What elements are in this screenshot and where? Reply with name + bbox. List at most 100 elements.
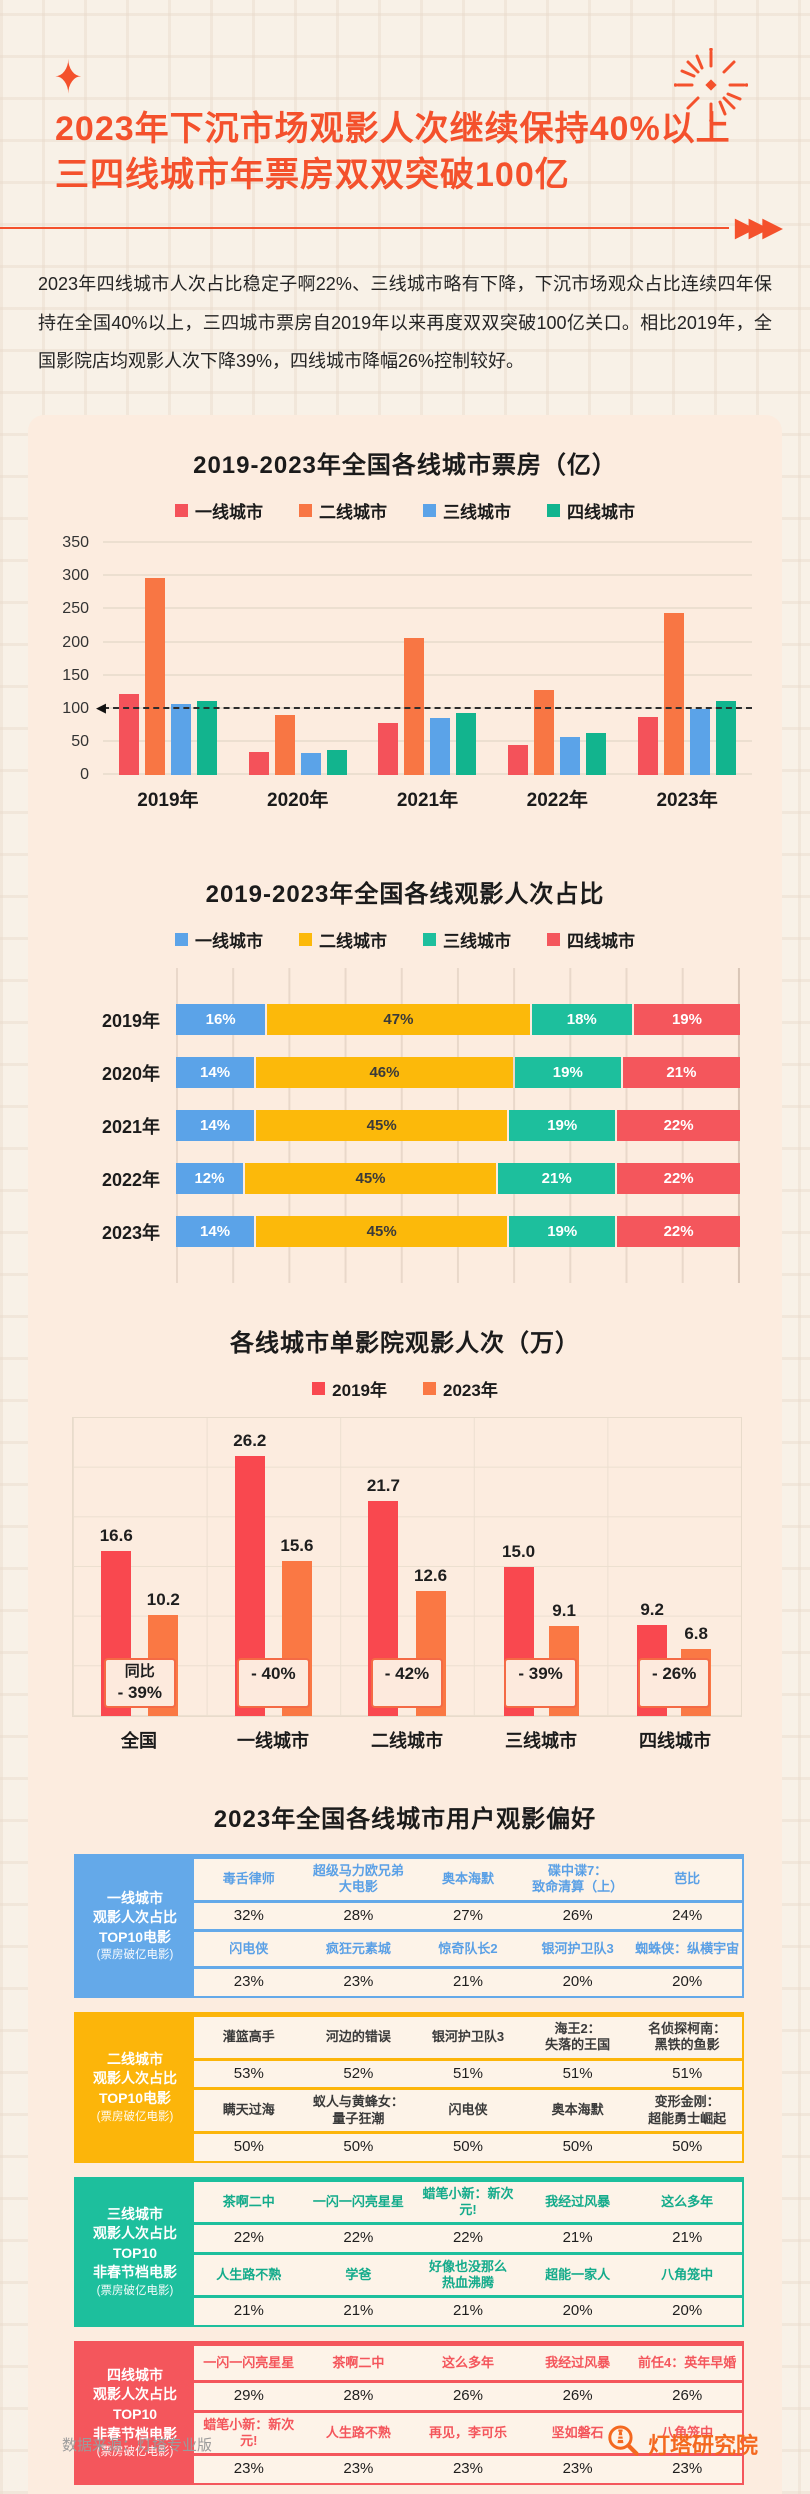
y-tick-350: 350 xyxy=(62,534,89,552)
value-label: 6.8 xyxy=(684,1623,708,1643)
x-label-2022年: 2022年 xyxy=(526,790,588,812)
block-row-movies-0: 灌篮高手 河边的错误 银河护卫队3 海王2： 失落的王国 名侦探柯南： 黑铁的鱼影 xyxy=(194,2017,742,2058)
stacked-bar-2022年: 12% 45% 21% 22% xyxy=(176,1163,741,1195)
movie-cell: 奥本海默 xyxy=(551,2102,604,2118)
legend-swatch xyxy=(175,933,188,947)
legend-item-一线城市: 一线城市 xyxy=(175,927,263,952)
block-header-line: (票房破亿电影) xyxy=(96,2446,174,2459)
pct-cell: 20% xyxy=(672,1973,703,1991)
x-label-2020年: 2020年 xyxy=(267,790,329,812)
block-row-movies-2: 闪电侠 疯狂元素城 惊奇队长2 银河护卫队3 蜘蛛侠：纵横宇宙 xyxy=(194,1932,742,1967)
movie-cell: 人生路不熟 xyxy=(325,2424,391,2440)
legend-label: 一线城市 xyxy=(195,503,263,523)
movie-cell: 碟中谍7： 致命清算（上） xyxy=(532,1863,624,1895)
pct-cell: 50% xyxy=(562,2137,593,2155)
movie-cell: 瞒天过海 xyxy=(222,2102,275,2118)
bar-三线城市-2022年 xyxy=(560,737,581,776)
movie-cell: 奥本海默 xyxy=(441,1871,494,1887)
movie-cell: 八角笼中 xyxy=(661,2266,714,2282)
bar-四线城市-2020年 xyxy=(326,749,347,776)
pct-cell: 32% xyxy=(233,1906,264,1924)
block-row-pcts-1: 32% 28% 27% 26% 24% xyxy=(194,1902,742,1930)
chart2-title: 2019-2023年全国各线观影人次占比 xyxy=(205,881,605,909)
segment-三线城市-2022年: 21% xyxy=(498,1163,616,1195)
pct-cell: 50% xyxy=(452,2137,483,2155)
segment-二线城市-2021年: 45% xyxy=(256,1110,508,1142)
divider-line xyxy=(0,226,729,229)
value-label: 9.2 xyxy=(640,1599,664,1619)
movie-cell: 人生路不熟 xyxy=(216,2266,282,2282)
bar-一线城市-2021年 xyxy=(378,723,399,776)
legend-swatch xyxy=(175,504,188,518)
chart2-legend: 一线城市 二线城市 三线城市 四线城市 xyxy=(28,927,782,952)
movie-cell: 银河护卫队3 xyxy=(431,2029,505,2045)
pct-cell: 23% xyxy=(343,2460,374,2478)
bar-四线城市-2023年 xyxy=(716,700,737,776)
block-header-line: (票房破亿电影) xyxy=(96,2110,174,2123)
pct-cell: 51% xyxy=(562,2064,593,2082)
movie-cell: 河边的错误 xyxy=(325,2029,391,2045)
preference-block-二线城市: 二线城市 观影人次占比 TOP10电影 (票房破亿电影) 灌篮高手 河边的错误 银河护卫队3… xyxy=(74,2012,744,2163)
legend-swatch xyxy=(312,1382,326,1396)
movie-cell: 超级马力欧兄弟 大电影 xyxy=(312,1863,404,1895)
header: 2023年下沉市场观影人次继续保持40%以上 三四线城市年票房双双突破100亿 xyxy=(0,0,810,198)
pct-cell: 21% xyxy=(343,2302,374,2320)
block-rows: 一闪一闪亮星星 茶啊二中 这么多年 我经过风暴 前任4：英年早婚 29% 28% 26% 26%… xyxy=(194,2343,742,2484)
preference-block-一线城市: 一线城市 观影人次占比 TOP10电影 (票房破亿电影) 毒舌律师 超级马力欧兄弟 大电影… xyxy=(74,1854,744,1999)
movie-cell: 好像也没那么 热血沸腾 xyxy=(428,2258,507,2291)
segment-二线城市-2020年: 46% xyxy=(256,1057,513,1089)
value-label: 9.1 xyxy=(552,1600,576,1620)
x-label-2019年: 2019年 xyxy=(137,790,199,812)
block-row-movies-0: 茶啊二中 一闪一闪亮星星 蜡笔小新：新次元! 我经过风暴 这么多年 xyxy=(194,2181,742,2223)
legend-label: 二线城市 xyxy=(319,503,387,523)
chart1-legend: 一线城市 二线城市 三线城市 四线城市 xyxy=(28,498,782,523)
value-label: 10.2 xyxy=(146,1589,180,1609)
bar-group-2022年 xyxy=(508,543,607,776)
change-badge-一线城市: - 40% xyxy=(237,1658,310,1709)
pct-cell: 23% xyxy=(343,1973,374,1991)
legend-swatch xyxy=(299,933,312,947)
pct-cell: 23% xyxy=(452,2460,483,2478)
pct-cell: 21% xyxy=(672,2229,703,2247)
block-header-二线城市: 二线城市 观影人次占比 TOP10电影 (票房破亿电影) xyxy=(76,2014,194,2161)
change-badge-全国: 同比 - 39% xyxy=(103,1658,176,1709)
movie-cell: 疯狂元素城 xyxy=(325,1941,391,1957)
legend-item-三线城市: 三线城市 xyxy=(423,498,511,523)
category-label-一线城市: 一线城市 xyxy=(237,1731,309,1752)
block-header-line: 观影人次占比 xyxy=(93,2225,177,2242)
segment-一线城市-2020年: 14% xyxy=(176,1057,255,1089)
legend-label: 2023年 xyxy=(443,1381,498,1401)
row-label-2021年: 2021年 xyxy=(101,1116,160,1137)
value-label: 15.6 xyxy=(280,1536,314,1556)
block-rows: 茶啊二中 一闪一闪亮星星 蜡笔小新：新次元! 我经过风暴 这么多年 22% 22% 22% 21… xyxy=(194,2179,742,2326)
block-header-line: 四线城市 xyxy=(107,2366,163,2383)
stacked-bar-2019年: 16% 47% 18% 19% xyxy=(176,1004,740,1036)
pct-cell: 20% xyxy=(562,1973,593,1991)
y-tick-150: 150 xyxy=(62,666,89,684)
block-header-line: (票房破亿电影) xyxy=(96,1949,174,1962)
movie-cell: 蚁人与黄蜂女： 量子狂潮 xyxy=(312,2094,404,2126)
movie-cell: 海王2： 失落的王国 xyxy=(545,2021,611,2053)
charts-panel: 2019-2023年全国各线城市票房（亿） 一线城市 二线城市 三线城市 四线城市 0… xyxy=(28,415,782,2494)
footer: 数据来源：灯塔专业版 灯塔研究院 xyxy=(62,2424,758,2464)
category-label-四线城市: 四线城市 xyxy=(639,1731,711,1752)
pct-cell: 26% xyxy=(562,1906,593,1924)
preference-block-四线城市: 四线城市 观影人次占比 TOP10 非春节档电影 (票房破亿电影) 一闪一闪亮星星 茶啊二中… xyxy=(74,2341,744,2486)
segment-一线城市-2023年: 14% xyxy=(176,1216,255,1248)
bar-group-2023年 xyxy=(638,543,737,776)
pct-cell: 53% xyxy=(233,2064,264,2082)
bar-三线城市-2021年 xyxy=(430,718,451,776)
movie-cell: 茶啊二中 xyxy=(222,2193,275,2209)
block-header-line: (票房破亿电影) xyxy=(96,2284,174,2297)
bar-一线城市-2019年 xyxy=(118,694,139,776)
gridline-50 xyxy=(103,739,752,742)
segment-一线城市-2019年: 16% xyxy=(176,1004,266,1036)
movie-cell: 一闪一闪亮星星 xyxy=(203,2354,295,2370)
block-row-pcts-3: 23% 23% 21% 20% 20% xyxy=(194,1969,742,1997)
movie-cell: 茶啊二中 xyxy=(332,2354,385,2370)
stacked-bar-2023年: 14% 45% 19% 22% xyxy=(176,1216,740,1248)
pct-cell: 21% xyxy=(452,1973,483,1991)
block-header-四线城市: 四线城市 观影人次占比 TOP10 非春节档电影 (票房破亿电影) xyxy=(76,2343,194,2483)
segment-四线城市-2020年: 21% xyxy=(622,1057,740,1089)
